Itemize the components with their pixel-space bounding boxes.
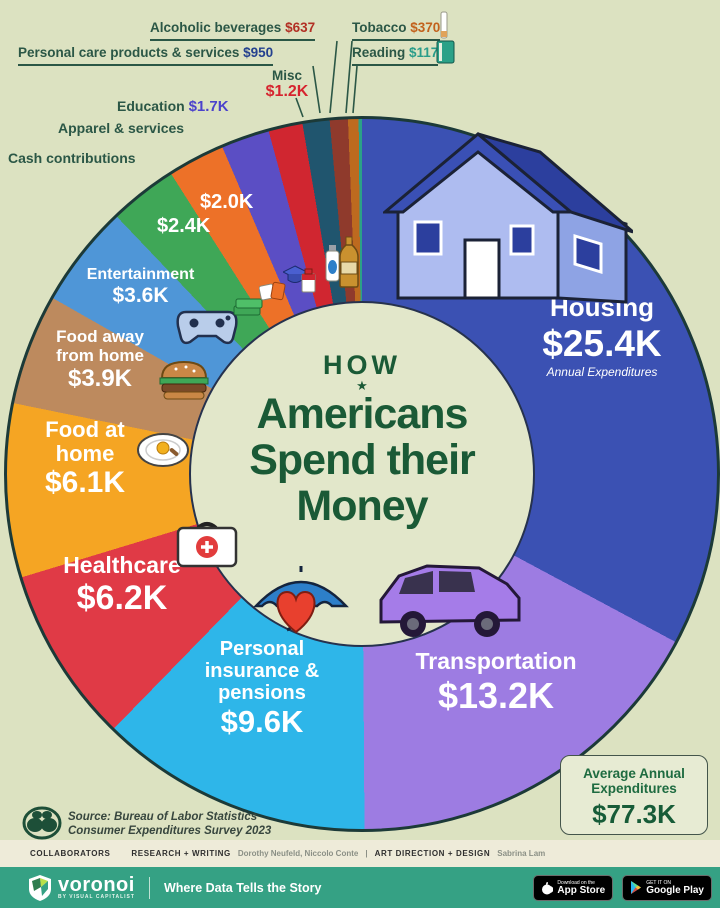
wedge-value-cash: $2.4K <box>157 215 211 237</box>
callout-alcoholic-beverages: Alcoholic beverages $637 <box>150 20 316 41</box>
app-store-badge[interactable]: Download on the App Store <box>533 874 614 901</box>
callout-reading: Reading $117 <box>352 45 439 66</box>
title-line-1: Americans <box>256 390 469 438</box>
callout-apparel: Apparel & services <box>58 120 185 136</box>
collaborators-label: COLLABORATORS <box>30 849 111 858</box>
book-icon <box>436 40 455 64</box>
avg-label-line2: Expenditures <box>591 781 677 796</box>
graduation-cap-icon <box>283 265 308 283</box>
title-line-2: Spend their <box>249 436 476 484</box>
first-aid-kit-icon <box>176 522 238 568</box>
source-note: Source: Bureau of Labor Statistics Consu… <box>68 810 271 838</box>
research-names: Dorothy Neufeld, Niccolo Conte <box>237 849 359 858</box>
footer-divider <box>148 876 150 899</box>
voronoi-brand[interactable]: voronoi BY VISUAL CAPITALIST <box>58 873 135 900</box>
star-icon: ★ <box>356 378 368 393</box>
clothing-icon <box>259 281 286 301</box>
cosmetics-icon <box>301 268 316 293</box>
heart-icon <box>276 590 316 634</box>
beer-bottle-icon <box>339 236 359 288</box>
callout-tobacco: Tobacco $370 <box>352 20 441 41</box>
cigarette-icon <box>440 11 448 39</box>
google-play-icon <box>631 881 642 894</box>
cash-stack-icon <box>233 298 263 316</box>
visual-capitalist-logo <box>22 806 62 840</box>
art-label: ART DIRECTION + DESIGN <box>374 849 491 858</box>
wedge-value-apparel: $2.0K <box>200 191 254 213</box>
voronoi-logo-icon <box>29 874 51 901</box>
plate-of-food-icon <box>137 433 189 467</box>
wedge-label-entertainment: Entertainment $3.6K <box>86 266 195 307</box>
callout-education: Education $1.7K <box>117 98 229 115</box>
wedge-label-food-away: Food away from home $3.9K <box>56 327 144 392</box>
wedge-label-housing: Housing $25.4K Annual Expenditures <box>502 292 702 379</box>
research-label: RESEARCH + WRITING <box>131 849 231 858</box>
average-expenditures-box: Average Annual Expenditures $77.3K <box>560 755 708 835</box>
callout-cash-contributions: Cash contributions <box>8 150 136 166</box>
collaborators-strip: COLLABORATORS RESEARCH + WRITING Dorothy… <box>0 840 720 867</box>
callout-personal-care: Personal care products & services $950 <box>18 45 274 66</box>
lotion-bottle-icon <box>325 245 340 282</box>
callout-misc: Misc $1.2K <box>265 68 309 100</box>
wedge-label-healthcare: Healthcare $6.2K <box>63 552 181 617</box>
house-icon <box>383 132 633 304</box>
car-icon <box>379 564 521 637</box>
art-names: Sabrina Lam <box>497 849 546 858</box>
source-line2: Consumer Expenditures Survey 2023 <box>68 825 272 837</box>
wedge-label-personal-insurance: Personal insurance & pensions $9.6K <box>204 638 320 739</box>
collab-separator: | <box>365 849 368 858</box>
avg-label-line1: Average Annual <box>583 766 685 781</box>
housing-note: Annual Expenditures <box>546 365 658 379</box>
title-kicker: HOW <box>323 350 401 380</box>
footer-tagline: Where Data Tells the Story <box>163 880 322 895</box>
google-play-badge[interactable]: GET IT ON Google Play <box>622 874 712 901</box>
footer-bar: voronoi BY VISUAL CAPITALIST Where Data … <box>0 867 720 908</box>
avg-value: $77.3K <box>592 799 676 829</box>
title-line-3: Money <box>296 482 428 530</box>
page-title: HOW ★ Americans Spend their Money <box>212 350 512 529</box>
source-line1: Source: Bureau of Labor Statistics <box>68 811 258 823</box>
burger-icon <box>159 360 209 400</box>
wedge-label-food-at-home: Food at home $6.1K <box>44 417 126 500</box>
callout-connector-lines <box>295 40 358 118</box>
game-controller-icon <box>176 310 238 345</box>
apple-icon <box>542 881 554 894</box>
wedge-label-transportation: Transportation $13.2K <box>415 648 577 716</box>
